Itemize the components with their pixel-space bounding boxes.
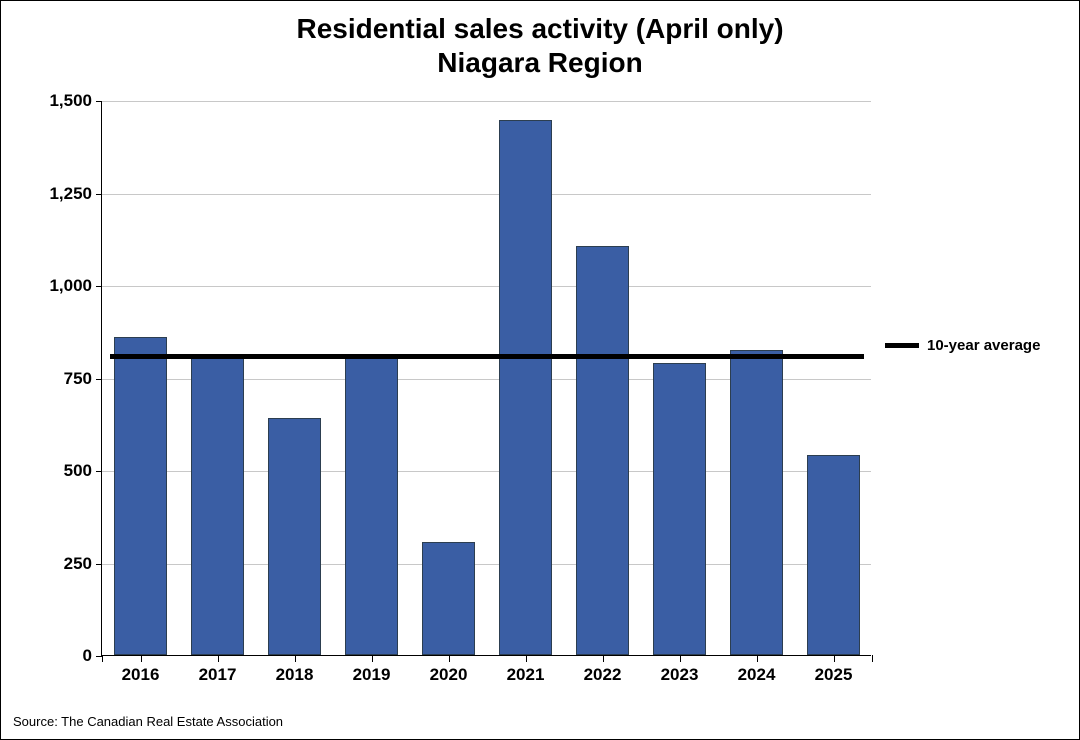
- x-axis-tick: [603, 655, 604, 662]
- chart-title: Residential sales activity (April only) …: [1, 13, 1079, 79]
- legend-label: 10-year average: [927, 337, 1040, 354]
- x-axis-tick: [449, 655, 450, 662]
- y-axis-tick: [96, 471, 102, 472]
- bar: [268, 418, 320, 655]
- y-axis-label: 750: [64, 369, 92, 389]
- legend-swatch: [885, 343, 919, 348]
- bar: [576, 246, 628, 655]
- x-axis-label: 2023: [661, 665, 699, 685]
- x-axis-label: 2024: [738, 665, 776, 685]
- y-axis-label: 0: [83, 646, 92, 666]
- x-axis-tick: [102, 655, 103, 662]
- x-axis-label: 2021: [507, 665, 545, 685]
- bar: [114, 337, 166, 655]
- y-axis-tick: [96, 379, 102, 380]
- bar: [499, 120, 551, 655]
- x-axis-tick: [526, 655, 527, 662]
- gridline: [102, 101, 871, 102]
- title-line-1: Residential sales activity (April only): [1, 13, 1079, 45]
- x-axis-tick: [141, 655, 142, 662]
- y-axis-label: 1,000: [49, 276, 92, 296]
- x-axis-tick: [295, 655, 296, 662]
- y-axis-label: 1,500: [49, 91, 92, 111]
- x-axis-label: 2019: [353, 665, 391, 685]
- x-axis-label: 2022: [584, 665, 622, 685]
- y-axis-label: 500: [64, 461, 92, 481]
- y-axis-tick: [96, 194, 102, 195]
- x-axis-label: 2018: [276, 665, 314, 685]
- source-text: Source: The Canadian Real Estate Associa…: [13, 714, 283, 729]
- y-axis-label: 1,250: [49, 184, 92, 204]
- plot-area: 02505007501,0001,2501,500201620172018201…: [101, 101, 871, 656]
- bar: [422, 542, 474, 655]
- bar: [730, 350, 782, 655]
- x-axis-tick: [757, 655, 758, 662]
- x-axis-tick: [680, 655, 681, 662]
- x-axis-tick: [872, 655, 873, 662]
- bar: [191, 357, 243, 655]
- x-axis-label: 2016: [122, 665, 160, 685]
- bar: [653, 363, 705, 655]
- x-axis-label: 2017: [199, 665, 237, 685]
- bar: [807, 455, 859, 655]
- x-axis-label: 2025: [815, 665, 853, 685]
- chart-container: Residential sales activity (April only) …: [0, 0, 1080, 740]
- y-axis-tick: [96, 101, 102, 102]
- gridline: [102, 286, 871, 287]
- gridline: [102, 194, 871, 195]
- y-axis-tick: [96, 286, 102, 287]
- title-line-2: Niagara Region: [1, 47, 1079, 79]
- y-axis-label: 250: [64, 554, 92, 574]
- x-axis-label: 2020: [430, 665, 468, 685]
- average-line: [110, 354, 863, 359]
- x-axis-tick: [834, 655, 835, 662]
- y-axis-tick: [96, 564, 102, 565]
- x-axis-tick: [218, 655, 219, 662]
- legend: 10-year average: [885, 337, 1040, 354]
- x-axis-tick: [372, 655, 373, 662]
- bar: [345, 357, 397, 655]
